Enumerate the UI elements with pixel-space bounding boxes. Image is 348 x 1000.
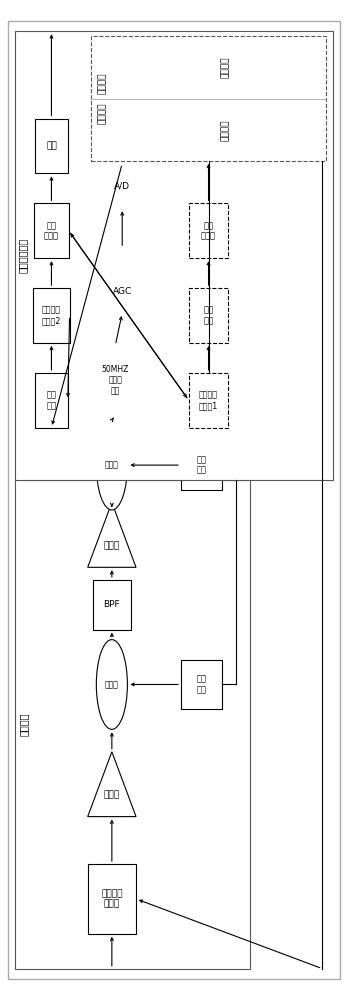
Polygon shape bbox=[88, 752, 136, 817]
Text: 数字
下变频: 数字 下变频 bbox=[44, 221, 59, 240]
Text: 控制单元: 控制单元 bbox=[98, 103, 107, 124]
FancyBboxPatch shape bbox=[35, 119, 68, 173]
FancyBboxPatch shape bbox=[189, 288, 228, 343]
FancyBboxPatch shape bbox=[93, 345, 138, 415]
FancyBboxPatch shape bbox=[35, 373, 68, 428]
Text: 时钟电路: 时钟电路 bbox=[98, 73, 107, 94]
Text: 特征
提取: 特征 提取 bbox=[204, 306, 214, 325]
FancyBboxPatch shape bbox=[189, 373, 228, 428]
Text: 放大器: 放大器 bbox=[104, 541, 120, 550]
Text: 混频器: 混频器 bbox=[105, 461, 119, 470]
FancyBboxPatch shape bbox=[93, 580, 131, 630]
Text: 第一
本振: 第一 本振 bbox=[197, 675, 207, 694]
Text: 数字电路模块: 数字电路模块 bbox=[18, 238, 28, 273]
Text: 时钟电路: 时钟电路 bbox=[221, 57, 230, 78]
Text: 控制单元: 控制单元 bbox=[221, 119, 230, 141]
Polygon shape bbox=[88, 502, 136, 567]
Text: 低噪放: 低噪放 bbox=[104, 791, 120, 800]
Text: 混频器: 混频器 bbox=[105, 680, 119, 689]
Text: BPF: BPF bbox=[104, 600, 120, 609]
Bar bbox=[15, 31, 333, 480]
Text: 射频前端: 射频前端 bbox=[19, 713, 29, 736]
Circle shape bbox=[96, 420, 127, 510]
Text: 第二
本振: 第二 本振 bbox=[197, 455, 207, 475]
Circle shape bbox=[96, 640, 127, 729]
Text: 数字可调
滤波器2: 数字可调 滤波器2 bbox=[42, 306, 61, 325]
Text: 频谱
存储器: 频谱 存储器 bbox=[201, 221, 216, 240]
Bar bbox=[91, 36, 326, 161]
Text: AGC: AGC bbox=[113, 287, 132, 296]
FancyBboxPatch shape bbox=[34, 203, 69, 258]
Bar bbox=[15, 480, 250, 969]
FancyBboxPatch shape bbox=[105, 163, 140, 208]
FancyBboxPatch shape bbox=[33, 288, 70, 343]
FancyBboxPatch shape bbox=[88, 864, 136, 934]
Text: 解调: 解调 bbox=[46, 141, 57, 150]
Polygon shape bbox=[91, 248, 153, 313]
Text: A/D: A/D bbox=[114, 181, 130, 190]
FancyBboxPatch shape bbox=[181, 660, 222, 709]
FancyBboxPatch shape bbox=[181, 440, 222, 490]
Text: 50MHZ
中频滤
波器: 50MHZ 中频滤 波器 bbox=[102, 365, 129, 395]
Text: 开关
电路: 开关 电路 bbox=[46, 391, 56, 410]
Text: 数字可调
滤波器1: 数字可调 滤波器1 bbox=[199, 391, 218, 410]
Text: 射频可调
滤波器: 射频可调 滤波器 bbox=[101, 889, 122, 909]
FancyBboxPatch shape bbox=[189, 203, 228, 258]
